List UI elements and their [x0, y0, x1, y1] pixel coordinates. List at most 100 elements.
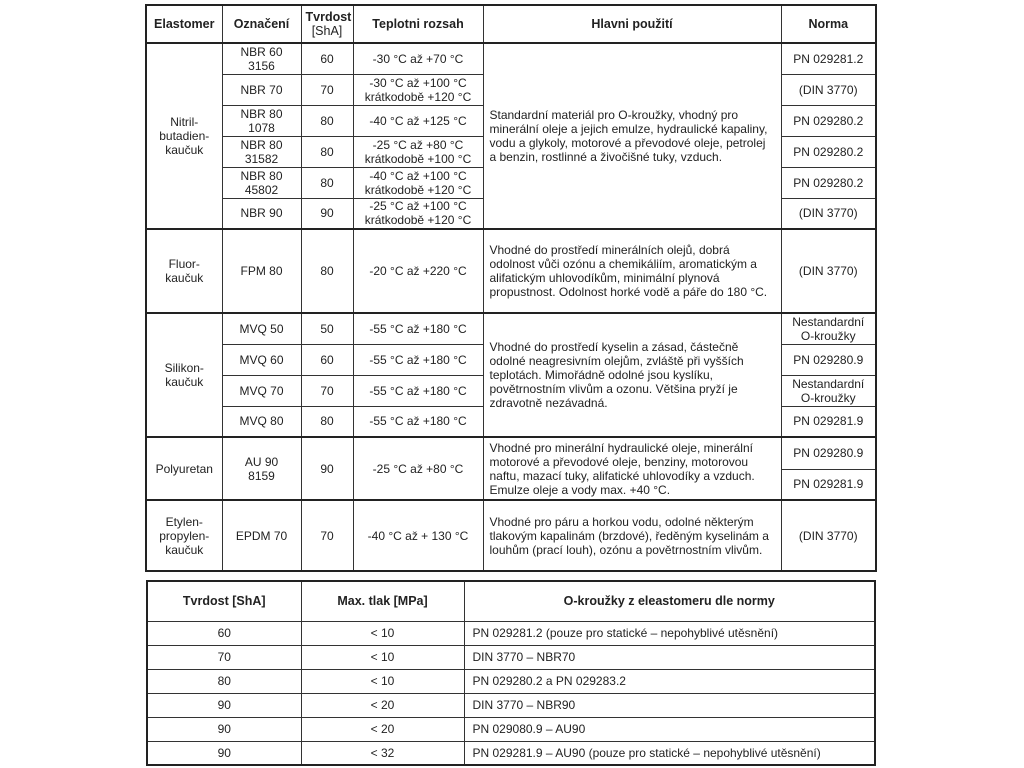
- table-row: 80 < 10 PN 029280.2 a PN 029283.2: [146, 668, 876, 694]
- pouziti-cell: Vhodné pro páru a horkou vodu, odolné ně…: [482, 499, 782, 572]
- table-row: MVQ 80 80 -55 °C až +180 °C PN 029281.9: [146, 405, 877, 438]
- table-row: NBR 80 45802 80 -40 °C až +100 °C krátkodo…: [146, 166, 877, 199]
- tvrdost-cell: 90: [300, 197, 354, 230]
- max-tlak-cell: < 10: [300, 644, 465, 670]
- table-row: NBR 80 1078 80 -40 °C až +125 °C PN 029280.…: [146, 104, 877, 137]
- tvrdost-cell: 80: [300, 405, 354, 438]
- table-row: Nitril- butadien- kaučuk NBR 60 3156 60 -30…: [145, 42, 877, 230]
- norma-cell: (DIN 3770): [780, 499, 877, 572]
- norma-cell: DIN 3770 – NBR70: [463, 644, 876, 670]
- oznaceni-cell: FPM 80: [221, 228, 302, 314]
- header-teplota: Teplotni rozsah: [352, 4, 484, 44]
- oznaceni-cell: AU 90 8159: [221, 436, 302, 501]
- table-row: NBR 90 90 -25 °C až +100 °C krátkodobě +12…: [146, 197, 877, 230]
- table-row: Fluor- kaučuk FPM 80 80 -20 °C až +220 °C Vh…: [145, 228, 877, 314]
- norma-cell: PN 029281.2 (pouze pro statické – nepohy…: [463, 620, 876, 646]
- norma-cell: DIN 3770 – NBR90: [463, 692, 876, 718]
- header-norma: Norma: [780, 4, 877, 44]
- oznaceni-cell: NBR 90: [221, 197, 302, 230]
- pouziti-cell: Standardní materiál pro O-kroužky, vhodn…: [482, 42, 782, 230]
- tvrdost-cell: 80: [300, 228, 354, 314]
- elastomer-cell: Polyuretan: [145, 436, 223, 501]
- teplota-cell: -40 °C až +125 °C: [352, 104, 484, 137]
- header-tvrdost-unit: [ShA]: [311, 24, 343, 38]
- table-row: 60 < 10 PN 029281.2 (pouze pro statické – …: [146, 620, 876, 646]
- teplota-cell: -40 °C až +100 °C krátkodobě +120 °C: [352, 166, 484, 199]
- header-o-krouzky: O-kroužky z eleastomeru dle normy: [463, 580, 876, 622]
- pressure-table: Tvrdost [ShA] Max. tlak [MPa] O-kroužky …: [146, 580, 876, 766]
- tvrdost-cell: 80: [300, 104, 354, 137]
- max-tlak-cell: < 32: [300, 740, 465, 766]
- oznaceni-cell: MVQ 50: [221, 312, 302, 345]
- norma-cell: PN 029281.9: [780, 405, 877, 438]
- tvrdost-cell: 80: [146, 668, 302, 694]
- teplota-cell: -30 °C až +70 °C: [352, 42, 484, 75]
- norma-cell: Nestandardní O-kroužky: [780, 312, 877, 345]
- teplota-cell: -55 °C až +180 °C: [352, 374, 484, 407]
- norma-cell: (DIN 3770): [780, 73, 877, 106]
- teplota-cell: -25 °C až +80 °C krátkodobě +100 °C: [352, 135, 484, 168]
- norma-cell: Nestandardní O-kroužky: [780, 374, 877, 407]
- table-row: NBR 80 31582 80 -25 °C až +80 °C krátkodob…: [146, 135, 877, 168]
- norma-cell: PN 029280.2: [780, 166, 877, 199]
- teplota-cell: -55 °C až +180 °C: [352, 405, 484, 438]
- tvrdost-cell: 90: [146, 716, 302, 742]
- pouziti-cell: Vhodné pro minerální hydraulické oleje, …: [482, 436, 782, 501]
- tvrdost-cell: 50: [300, 312, 354, 345]
- norma-cell: PN 029280.9: [780, 436, 877, 470]
- tvrdost-cell: 90: [146, 740, 302, 766]
- header-elastomer: Elastomer: [145, 4, 223, 44]
- max-tlak-cell: < 10: [300, 668, 465, 694]
- oznaceni-cell: MVQ 80: [221, 405, 302, 438]
- norma-cell: PN 029281.9 – AU90 (pouze pro statické –…: [463, 740, 876, 766]
- max-tlak-cell: < 20: [300, 716, 465, 742]
- tvrdost-cell: 60: [146, 620, 302, 646]
- norma-cell: PN 029280.2 a PN 029283.2: [463, 668, 876, 694]
- elastomer-cell: Silikon- kaučuk: [145, 312, 223, 438]
- norma-cell: PN 029281.9: [780, 468, 877, 501]
- table-row: 90 < 20 PN 029080.9 – AU90: [146, 716, 876, 742]
- tvrdost-cell: 60: [300, 42, 354, 75]
- oznaceni-cell: NBR 70: [221, 73, 302, 106]
- norma-cell: PN 029080.9 – AU90: [463, 716, 876, 742]
- norma-cell: (DIN 3770): [780, 197, 877, 230]
- table-row: 90 < 20 DIN 3770 – NBR90: [146, 692, 876, 718]
- teplota-cell: -55 °C až +180 °C: [352, 343, 484, 376]
- header-max-tlak: Max. tlak [MPa]: [300, 580, 465, 622]
- tvrdost-cell: 90: [300, 436, 354, 501]
- header-pouziti: Hlavni použití: [482, 4, 782, 44]
- elastomer-cell: Etylen- propylen- kaučuk: [145, 499, 223, 572]
- table-row: Polyuretan AU 90 8159 90 -25 °C až +80 °C Vh…: [145, 436, 877, 501]
- elastomer-cell: Nitril- butadien- kaučuk: [145, 42, 223, 230]
- teplota-cell: -40 °C až + 130 °C: [352, 499, 484, 572]
- tvrdost-cell: 70: [146, 644, 302, 670]
- teplota-cell: -20 °C až +220 °C: [352, 228, 484, 314]
- elastomer-table: Elastomer Označení Tvrdost [ShA] Teplotni…: [145, 4, 877, 572]
- tvrdost-cell: 80: [300, 135, 354, 168]
- header-tvrdost: Tvrdost [ShA]: [146, 580, 302, 622]
- tvrdost-cell: 80: [300, 166, 354, 199]
- norma-cell: PN 029280.9: [780, 343, 877, 376]
- oznaceni-cell: NBR 80 31582: [221, 135, 302, 168]
- table-row: 90 < 32 PN 029281.9 – AU90 (pouze pro stat…: [146, 740, 876, 766]
- oznaceni-cell: MVQ 70: [221, 374, 302, 407]
- max-tlak-cell: < 20: [300, 692, 465, 718]
- oznaceni-cell: NBR 80 1078: [221, 104, 302, 137]
- header-tvrdost-label: Tvrdost: [305, 10, 352, 24]
- header-oznaceni: Označení: [221, 4, 302, 44]
- norma-cell: PN 029281.2: [780, 42, 877, 75]
- table-row: MVQ 60 60 -55 °C až +180 °C PN 029280.9: [146, 343, 877, 376]
- table-row: NBR 70 70 -30 °C až +100 °C krátkodobě +12…: [146, 73, 877, 106]
- norma-cell: PN 029280.2: [780, 135, 877, 168]
- teplota-cell: -30 °C až +100 °C krátkodobě +120 °C: [352, 73, 484, 106]
- tvrdost-cell: 60: [300, 343, 354, 376]
- tvrdost-cell: 70: [300, 499, 354, 572]
- header-tvrdost: Tvrdost [ShA]: [300, 4, 354, 44]
- teplota-cell: -25 °C až +100 °C krátkodobě +120 °C: [352, 197, 484, 230]
- oznaceni-cell: NBR 60 3156: [221, 42, 302, 75]
- norma-cell: (DIN 3770): [780, 228, 877, 314]
- pouziti-cell: Vhodné do prostředí minerálních olejů, d…: [482, 228, 782, 314]
- pouziti-cell: Vhodné do prostředí kyselin a zásad, čás…: [482, 312, 782, 438]
- teplota-cell: -55 °C až +180 °C: [352, 312, 484, 345]
- norma-cell: PN 029280.2: [780, 104, 877, 137]
